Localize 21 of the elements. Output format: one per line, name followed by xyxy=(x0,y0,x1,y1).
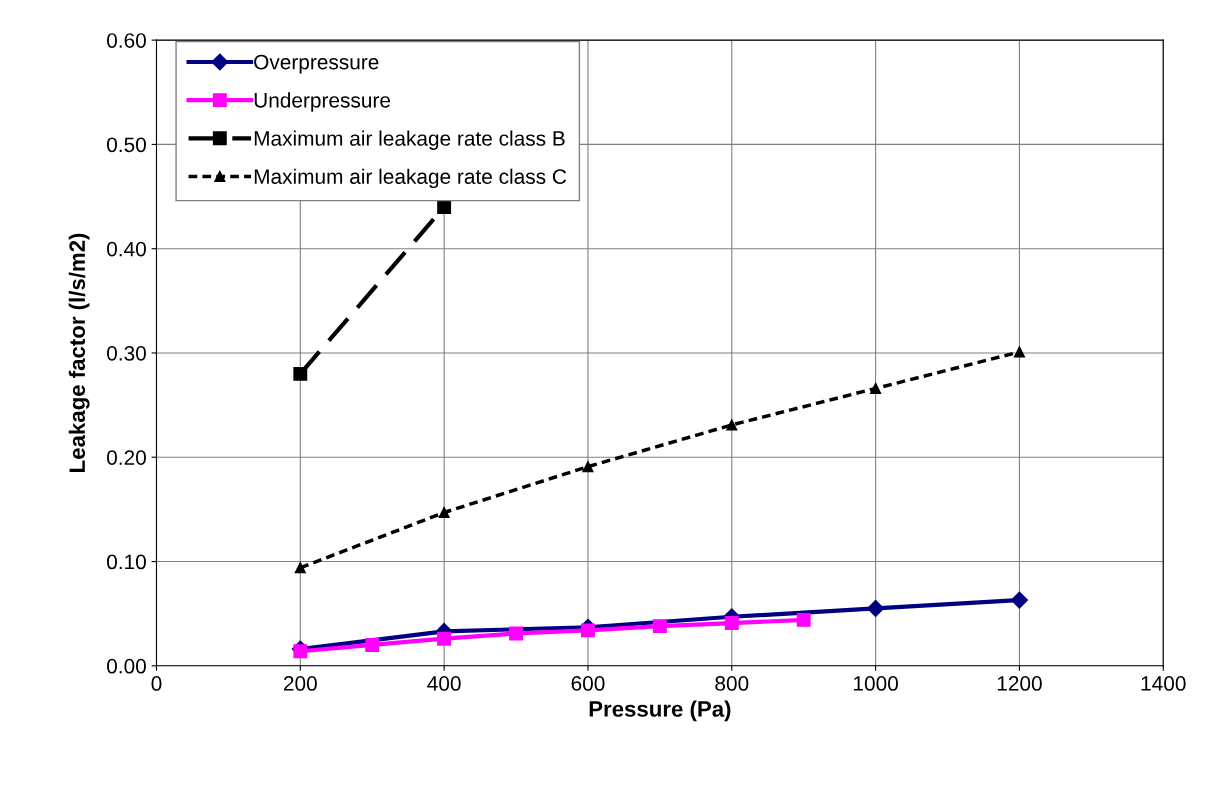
y-tick-label: 0.50 xyxy=(107,137,146,153)
legend-label: Maximum air leakage rate class B xyxy=(254,130,565,150)
y-tick-label: 0.10 xyxy=(107,554,146,570)
legend-label: Maximum air leakage rate class C xyxy=(254,168,567,189)
y-axis-title: Leakage factor (l/s/m2) xyxy=(68,233,90,472)
x-tick-label: 1200 xyxy=(997,676,1042,691)
x-tick-label: 1400 xyxy=(1141,676,1186,691)
y-tick-label: 0.40 xyxy=(107,241,146,257)
x-tick-label: 800 xyxy=(715,676,749,691)
y-tick-label: 0.00 xyxy=(107,658,146,674)
x-tick-label: 600 xyxy=(571,676,605,691)
x-tick-label: 0 xyxy=(151,676,162,691)
y-tick-label: 0.30 xyxy=(107,345,146,361)
x-tick-label: 1000 xyxy=(854,676,898,691)
x-axis-title: Pressure (Pa) xyxy=(589,700,731,722)
x-tick-label: 400 xyxy=(427,676,461,691)
legend-label: Overpressure xyxy=(254,54,379,74)
legend-label: Underpressure xyxy=(254,92,391,112)
y-tick-label: 0.20 xyxy=(107,450,146,465)
y-tick-label: 0.60 xyxy=(107,33,146,48)
x-tick-label: 200 xyxy=(283,676,317,691)
